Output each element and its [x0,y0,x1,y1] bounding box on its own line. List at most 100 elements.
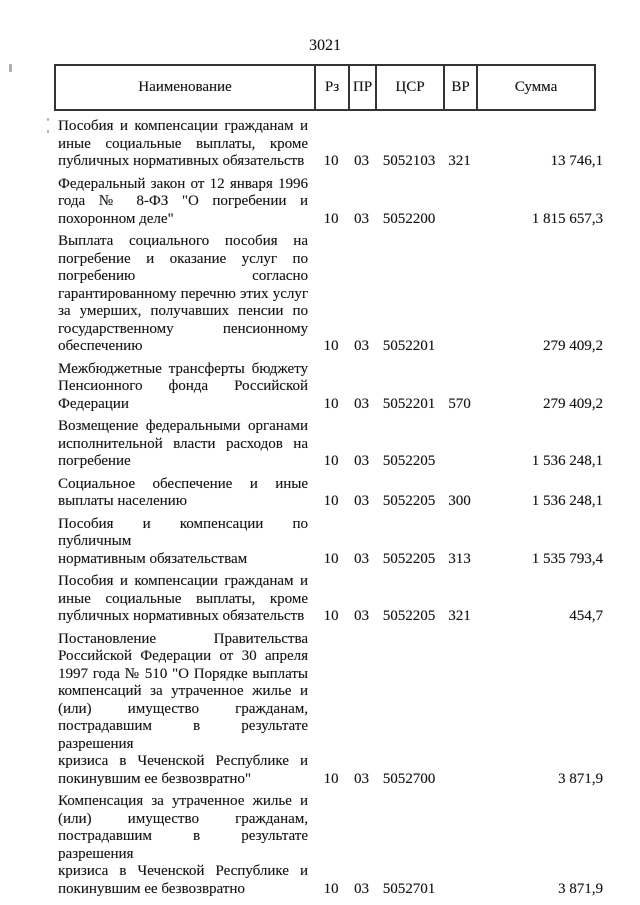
row-name-cell: Компенсация за утраченное жилье и (или) и… [54,793,314,898]
table-row: Компенсация за утраченное жилье и (или) и… [54,793,603,898]
row-sum-cell: 1 536 248,1 [531,453,603,469]
row-vr-cell: 321 [448,153,471,169]
row-sum-cell: 1 536 248,1 [531,493,603,509]
row-vr-cell: 321 [448,608,471,624]
name-line: погребению согласно [58,268,308,284]
row-sum-cell: 454,7 [569,608,603,624]
name-line: Федерации [58,395,129,412]
row-rz-cell: 10 [323,153,339,169]
row-rz-cell: 10 [323,493,339,509]
row-csr-cell: 5052205 [382,493,436,509]
row-vr-cell: 300 [448,493,471,509]
row-pr-cell: 03 [354,493,369,509]
name-line: Пособия и компенсации гражданам и [58,573,308,589]
name-line: Постановление Правительства [58,630,308,647]
row-sum-cell: 279 409,2 [543,338,603,354]
name-line: Социальное обеспечение и иные [58,475,308,492]
table-row: Возмещение федеральными органами исполнит… [54,418,603,471]
table-body: Пособия и компенсации гражданам и иные со… [54,118,603,903]
header-cell-sum: Сумма [476,66,594,109]
table-row: Социальное обеспечение и иные выплаты нас… [54,476,603,511]
row-rz-cell: 10 [323,770,339,787]
name-line: (или) имущество гражданам, [58,700,308,717]
name-line: погребение [58,453,131,469]
name-line: Пособия и компенсации по публичным [58,515,308,550]
header-cell-rz: Рз [314,66,348,109]
table-row: Пособия и компенсации гражданам и иные со… [54,118,603,171]
name-line: кризиса в Чеченской Республике и [58,753,308,769]
name-line: Пособия и компенсации гражданам и [58,118,308,134]
row-sum-cell: 3 871,9 [558,770,603,787]
name-line: пострадавшим в результате разрешения [58,718,308,752]
name-line: гарантированному перечню этих услуг [58,285,308,302]
row-name-cell: Социальное обеспечение и иные выплаты нас… [54,476,314,511]
name-line: покинувшим ее безвозвратно" [58,770,252,787]
name-line: государственному пенсионному [58,320,308,337]
row-csr-cell: 5052701 [382,880,436,897]
name-line: обеспечению [58,338,143,354]
row-rz-cell: 10 [323,550,339,567]
row-csr-cell: 5052200 [382,210,436,227]
row-sum-cell: 3 871,9 [558,880,603,897]
name-line: похоронном деле" [58,210,174,227]
row-pr-cell: 03 [354,453,369,469]
name-line: (или) имущество гражданам, [58,810,308,827]
row-pr-cell: 03 [354,550,369,567]
name-line: выплаты населению [58,493,187,509]
name-line: года № 8-ФЗ "О погребении и [58,193,308,209]
row-name-cell: Межбюджетные трансферты бюджету Пенсионно… [54,361,314,414]
row-sum-cell: 13 746,1 [550,153,604,169]
name-line: Возмещение федеральными органами [58,418,308,434]
table-row: Постановление Правительства Российской Фе… [54,631,603,789]
row-pr-cell: 03 [354,880,369,897]
scan-speck [47,130,49,133]
row-name-cell: Пособия и компенсации гражданам и иные со… [54,118,314,171]
scan-speck [47,118,49,121]
table-row: Федеральный закон от 12 января 1996 года … [54,176,603,229]
row-csr-cell: 5052103 [382,153,436,169]
row-pr-cell: 03 [354,608,369,624]
name-line: Межбюджетные трансферты бюджету [58,360,308,377]
page-number: 3021 [309,37,341,54]
table-header-row: Наименование Рз ПР ЦСР ВР Сумма [54,64,596,111]
row-csr-cell: 5052700 [382,770,436,787]
name-line: за умерших, получавших пенсии по [58,303,308,319]
table-row: Выплата социального пособия на погребение… [54,233,603,356]
name-line: иные социальные выплаты, кроме [58,135,308,152]
row-pr-cell: 03 [354,210,369,227]
row-csr-cell: 5052205 [382,550,436,567]
header-cell-pr: ПР [348,66,375,109]
row-csr-cell: 5052205 [382,608,436,624]
name-line: погребение и оказание услуг по [58,250,308,267]
row-pr-cell: 03 [354,338,369,354]
row-pr-cell: 03 [354,395,369,412]
name-line: 1997 года № 510 "О Порядке выплаты [58,665,308,682]
header-cell-vr: ВР [443,66,476,109]
name-line: публичных нормативных обязательств [58,153,305,169]
row-rz-cell: 10 [323,608,339,624]
name-line: исполнительной власти расходов на [58,435,308,452]
row-sum-cell: 1 535 793,4 [531,550,603,567]
header-cell-csr: ЦСР [375,66,443,109]
row-pr-cell: 03 [354,770,369,787]
row-rz-cell: 10 [323,880,339,897]
name-line: Компенсация за утраченное жилье и [58,793,308,809]
row-rz-cell: 10 [323,453,339,469]
name-line: пострадавшим в результате разрешения [58,828,308,862]
name-line: покинувшим ее безвозвратно [58,880,245,897]
row-rz-cell: 10 [323,338,339,354]
row-vr-cell: 313 [448,550,471,567]
name-line: нормативным обязательствам [58,550,248,567]
name-line: Пенсионного фонда Российской [58,378,308,394]
row-pr-cell: 03 [354,153,369,169]
name-line: иные социальные выплаты, кроме [58,590,308,607]
row-name-cell: Пособия и компенсации гражданам и иные со… [54,573,314,626]
table-row: Пособия и компенсации по публичным нормат… [54,516,603,569]
row-name-cell: Пособия и компенсации по публичным нормат… [54,516,314,569]
row-rz-cell: 10 [323,210,339,227]
name-line: кризиса в Чеченской Республике и [58,863,308,879]
row-vr-cell: 570 [448,395,471,412]
name-line: Российской Федерации от 30 апреля [58,648,308,664]
row-csr-cell: 5052201 [382,395,436,412]
